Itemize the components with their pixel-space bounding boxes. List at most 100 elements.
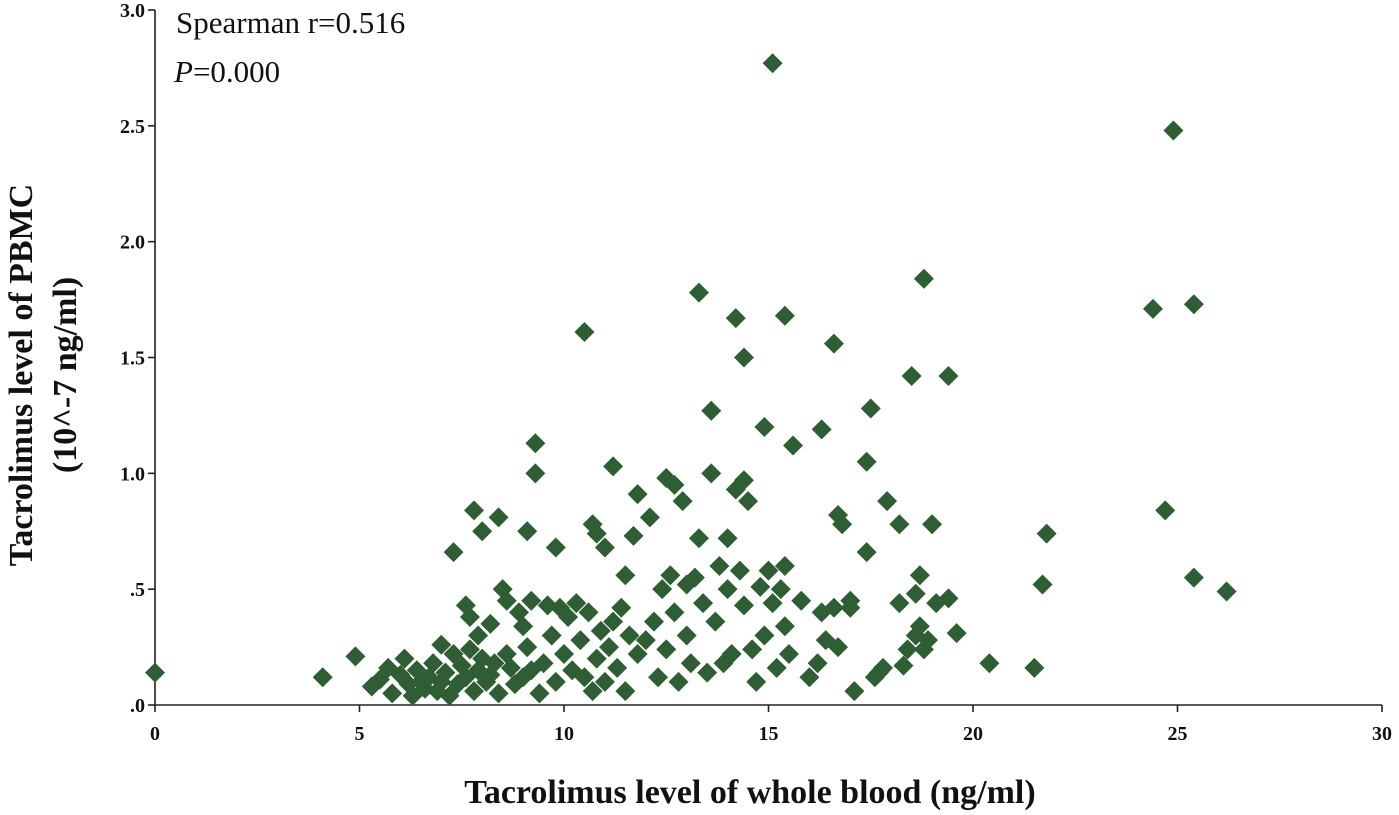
data-point — [545, 671, 566, 692]
data-point — [823, 333, 844, 354]
data-point — [697, 662, 718, 683]
data-point — [684, 567, 705, 588]
data-point — [578, 602, 599, 623]
data-point — [733, 595, 754, 616]
data-point — [529, 683, 550, 704]
data-point — [431, 634, 452, 655]
y-axis-title-line1: Tacrolimus level of PBMC — [3, 184, 40, 566]
data-point — [500, 657, 521, 678]
data-point — [648, 667, 669, 688]
data-point — [623, 525, 644, 546]
data-point — [586, 523, 607, 544]
data-point — [758, 560, 779, 581]
data-point — [1032, 574, 1053, 595]
data-point — [774, 556, 795, 576]
data-points — [145, 53, 1237, 706]
data-point — [541, 625, 562, 646]
data-point — [459, 639, 480, 660]
spearman-annotation: Spearman r=0.516 — [176, 5, 405, 40]
x-axis-title: Tacrolimus level of whole blood (ng/ml) — [464, 774, 1035, 811]
data-point — [423, 653, 444, 674]
data-point — [913, 268, 934, 289]
data-point — [799, 667, 820, 688]
data-point — [574, 322, 595, 343]
data-point — [594, 537, 615, 558]
data-point — [590, 620, 611, 641]
y-axis-ticks: .0 .5 1.0 1.5 2.0 2.5 3.0 — [120, 0, 155, 717]
data-point — [832, 514, 853, 535]
x-tick-label: 20 — [963, 723, 983, 745]
x-axis-ticks: 0 5 10 15 20 25 30 — [150, 705, 1392, 745]
data-point — [525, 463, 546, 484]
data-point — [464, 681, 485, 702]
data-point — [893, 655, 914, 676]
data-point — [668, 671, 689, 692]
data-point — [693, 593, 714, 614]
data-point — [656, 639, 677, 660]
data-point — [889, 593, 910, 614]
data-point — [672, 491, 693, 512]
data-point — [488, 683, 509, 704]
data-point — [1142, 298, 1163, 319]
data-point — [145, 662, 165, 683]
data-point — [688, 528, 709, 549]
data-point — [598, 637, 619, 658]
data-point — [705, 611, 726, 632]
data-point — [1155, 500, 1176, 521]
data-point — [828, 637, 849, 658]
data-point — [566, 593, 587, 614]
x-tick-label: 30 — [1372, 723, 1392, 745]
data-point — [688, 282, 709, 303]
data-point — [607, 657, 628, 678]
data-point — [1163, 120, 1184, 141]
data-point — [435, 662, 456, 683]
data-point — [312, 667, 333, 688]
data-point — [856, 451, 877, 472]
data-point — [840, 597, 861, 618]
x-tick-label: 0 — [150, 723, 160, 745]
data-point — [652, 579, 673, 600]
y-tick-label: 3.0 — [120, 0, 145, 22]
p-value-annotation: P=0.000 — [173, 54, 280, 89]
data-point — [517, 521, 538, 542]
data-point — [570, 630, 591, 651]
data-point — [766, 657, 787, 678]
data-point — [603, 611, 624, 632]
data-point — [558, 606, 579, 627]
x-tick-label: 25 — [1168, 723, 1188, 745]
data-point — [783, 435, 804, 456]
data-point — [676, 625, 697, 646]
y-tick-label: .5 — [130, 579, 145, 601]
data-point — [472, 521, 493, 542]
data-point — [1183, 294, 1204, 315]
data-point — [488, 507, 509, 528]
data-point — [738, 491, 759, 512]
data-point — [778, 644, 799, 665]
data-point — [664, 602, 685, 623]
data-point — [627, 484, 648, 505]
data-point — [664, 474, 685, 495]
data-point — [742, 639, 763, 660]
data-point — [774, 305, 795, 326]
y-tick-label: 2.5 — [120, 116, 145, 138]
data-point — [635, 630, 656, 651]
data-point — [1216, 581, 1237, 602]
data-point — [709, 556, 730, 576]
x-tick-label: 10 — [554, 723, 574, 745]
data-point — [554, 644, 574, 665]
data-point — [889, 514, 910, 535]
data-point — [754, 625, 775, 646]
data-point — [517, 637, 538, 658]
data-point — [459, 606, 480, 627]
data-point — [660, 565, 681, 586]
data-point — [615, 565, 636, 586]
data-point — [443, 542, 464, 563]
data-point — [897, 639, 918, 660]
data-point — [619, 625, 640, 646]
data-point — [345, 646, 366, 667]
data-point — [901, 366, 922, 387]
data-point — [382, 683, 403, 704]
data-point — [480, 613, 501, 634]
data-point — [586, 648, 607, 669]
